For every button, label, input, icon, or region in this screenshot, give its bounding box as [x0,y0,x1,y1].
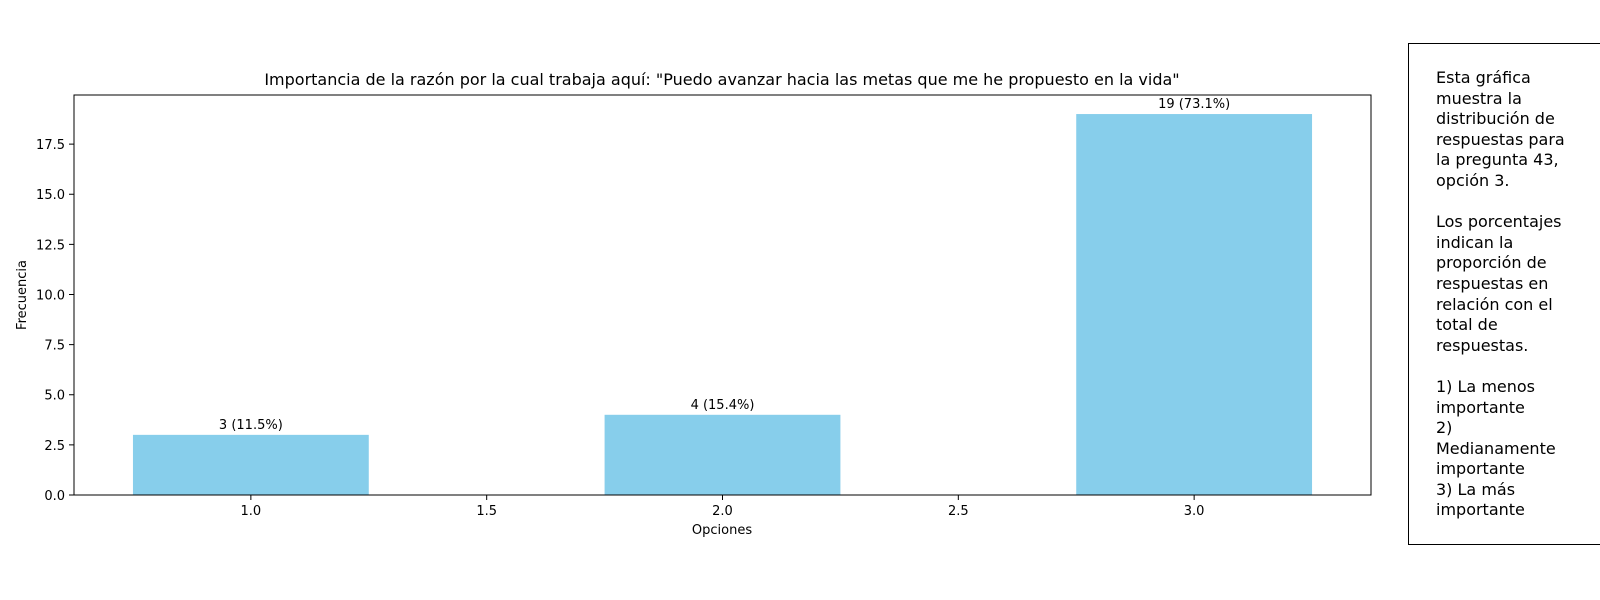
y-tick-label-8: 17.5 [36,138,65,153]
bars-layer [132,114,1313,496]
y-tick-label-1: 0.0 [44,489,65,504]
x-tick-label-2: 1.5 [476,504,497,519]
bar-2 [604,414,841,495]
y-tick-label-6: 12.5 [36,238,65,253]
annotation-paragraph-2: Los porcentajes indican la proporción de… [1436,212,1562,355]
plot-frame [73,94,1372,496]
chart-title: Importancia de la razón por la cual trab… [264,70,1179,89]
x-axis-label: Opciones [692,523,752,538]
y-tick-label-2: 2.5 [44,439,65,454]
bar-data-label-1: 3 (11.5%) [219,418,283,433]
bar-data-label-3: 19 (73.1%) [1158,97,1230,112]
x-tick-label-5: 3.0 [1184,504,1205,519]
x-tick-label-4: 2.5 [948,504,969,519]
y-axis-ticks: 0.0 2.5 5.0 7.5 10.0 12.5 15.0 17.5 [36,138,74,504]
annotation-paragraph-1: Esta gráfica muestra la distribución de … [1436,68,1565,190]
bar-data-label-2: 4 (15.4%) [691,398,755,413]
y-tick-label-5: 10.0 [36,288,65,303]
bar-3 [1076,114,1313,496]
x-tick-label-3: 2.0 [712,504,733,519]
data-labels-layer: 3 (11.5%) 4 (15.4%) 19 (73.1%) [219,97,1230,433]
y-tick-label-4: 7.5 [44,339,65,354]
x-tick-label-1: 1.0 [241,504,262,519]
bar-1 [132,434,369,495]
y-tick-label-7: 15.0 [36,188,65,203]
annotation-box: Esta gráfica muestra la distribución de … [1408,43,1600,545]
annotation-paragraph-3: 1) La menos importante 2) Medianamente i… [1436,376,1556,520]
y-axis-label: Frecuencia [15,260,30,330]
x-axis-ticks: 1.0 1.5 2.0 2.5 3.0 [241,495,1205,519]
y-tick-label-3: 5.0 [44,389,65,404]
